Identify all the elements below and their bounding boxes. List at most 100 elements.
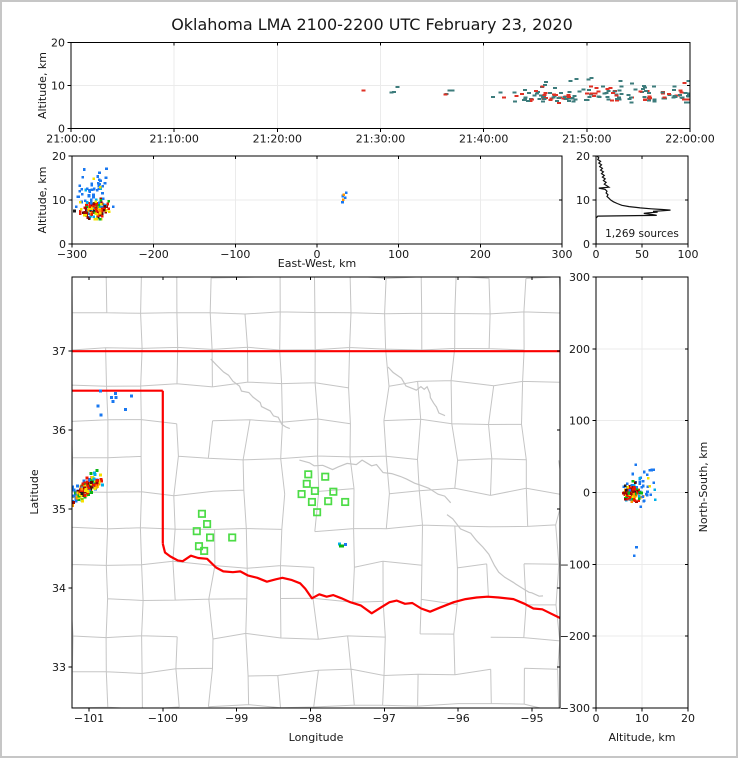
data-point bbox=[623, 493, 626, 496]
data-point bbox=[89, 215, 93, 218]
data-point bbox=[605, 95, 610, 98]
data-point bbox=[648, 96, 653, 99]
data-point bbox=[570, 97, 575, 100]
data-point bbox=[631, 480, 635, 483]
data-point bbox=[86, 489, 90, 493]
data-point bbox=[631, 490, 635, 494]
ticks bbox=[592, 276, 689, 712]
data-point bbox=[678, 94, 683, 97]
y-tick-label: 300 bbox=[569, 271, 590, 284]
data-point bbox=[93, 187, 96, 191]
data-point bbox=[89, 204, 93, 208]
data-point bbox=[641, 85, 646, 88]
data-point bbox=[635, 500, 638, 503]
data-point bbox=[632, 483, 636, 487]
data-point bbox=[99, 197, 103, 200]
data-point bbox=[84, 213, 87, 217]
data-point bbox=[97, 482, 101, 486]
station-marker bbox=[304, 470, 313, 479]
data-point bbox=[632, 486, 636, 489]
data-point bbox=[537, 97, 542, 100]
data-point bbox=[626, 494, 629, 498]
data-point bbox=[98, 473, 102, 477]
data-point bbox=[631, 495, 635, 499]
figure-title: Oklahoma LMA 2100-2200 UTC February 23, … bbox=[171, 15, 573, 34]
data-point bbox=[605, 88, 610, 91]
tick-labels: 0 50 100 0 10 20 bbox=[576, 150, 699, 261]
data-point bbox=[629, 492, 633, 495]
x-tick-label: −200 bbox=[139, 248, 169, 261]
data-point bbox=[92, 205, 95, 208]
data-point bbox=[98, 171, 101, 174]
data-point bbox=[568, 80, 573, 83]
data-point bbox=[77, 494, 81, 498]
data-point bbox=[97, 187, 100, 190]
data-point bbox=[95, 188, 99, 192]
y-tick-label: 37 bbox=[52, 345, 66, 358]
data-point bbox=[541, 95, 546, 98]
data-point bbox=[89, 471, 93, 475]
data-point bbox=[555, 99, 560, 102]
data-point bbox=[641, 484, 645, 488]
data-point bbox=[593, 92, 598, 95]
x-tick-label: 21:30:00 bbox=[356, 133, 405, 146]
data-point bbox=[650, 468, 653, 472]
data-point bbox=[502, 96, 507, 99]
data-point bbox=[514, 94, 519, 97]
data-point bbox=[90, 478, 94, 482]
y-tick-label: 10 bbox=[51, 80, 65, 93]
data-point bbox=[78, 209, 82, 213]
data-point bbox=[79, 207, 83, 211]
data-point bbox=[634, 463, 637, 466]
data-point bbox=[87, 486, 91, 490]
data-point bbox=[642, 98, 647, 101]
data-point bbox=[626, 485, 630, 489]
data-point bbox=[85, 214, 89, 217]
data-point bbox=[552, 86, 557, 89]
data-point bbox=[338, 542, 342, 546]
data-point bbox=[389, 91, 394, 94]
tick-labels: −101 −100 −99 −98 −97 −96 −95 33 34 35 36 37 bbox=[52, 345, 544, 725]
data-point bbox=[92, 483, 96, 487]
data-point bbox=[600, 85, 605, 88]
station-marker bbox=[297, 490, 306, 499]
river-line bbox=[210, 358, 291, 430]
data-point bbox=[679, 96, 684, 99]
x-tick-label: 21:40:00 bbox=[459, 133, 508, 146]
data-point bbox=[93, 472, 97, 476]
county-lines bbox=[72, 277, 560, 708]
data-point bbox=[98, 186, 102, 189]
data-point bbox=[92, 177, 96, 181]
data-point bbox=[74, 205, 78, 208]
data-point bbox=[341, 200, 344, 204]
data-point bbox=[628, 496, 631, 500]
data-point bbox=[638, 480, 642, 484]
data-points bbox=[622, 463, 657, 558]
data-point bbox=[544, 96, 549, 99]
data-point bbox=[585, 98, 590, 101]
data-point bbox=[614, 99, 619, 102]
data-point bbox=[642, 86, 647, 89]
data-point bbox=[90, 213, 93, 216]
y-tick-label: 100 bbox=[569, 415, 590, 428]
data-point bbox=[586, 78, 591, 81]
x-tick-label: 50 bbox=[635, 248, 649, 261]
data-point bbox=[92, 215, 96, 219]
data-point bbox=[110, 396, 114, 400]
station-marker bbox=[341, 497, 350, 507]
data-point bbox=[627, 98, 632, 101]
x-tick-label: 200 bbox=[470, 248, 491, 261]
data-point bbox=[87, 217, 91, 221]
x-tick-label: 0 bbox=[593, 712, 600, 725]
data-point bbox=[76, 484, 80, 488]
data-point bbox=[85, 201, 89, 204]
station-marker bbox=[194, 542, 204, 551]
station-marker bbox=[197, 509, 206, 518]
data-point bbox=[540, 85, 545, 88]
data-point bbox=[566, 99, 571, 102]
station-marker bbox=[307, 497, 316, 507]
data-point bbox=[633, 487, 637, 491]
data-point bbox=[87, 194, 91, 198]
data-point bbox=[106, 202, 110, 206]
x-tick-label: 21:50:00 bbox=[562, 133, 611, 146]
